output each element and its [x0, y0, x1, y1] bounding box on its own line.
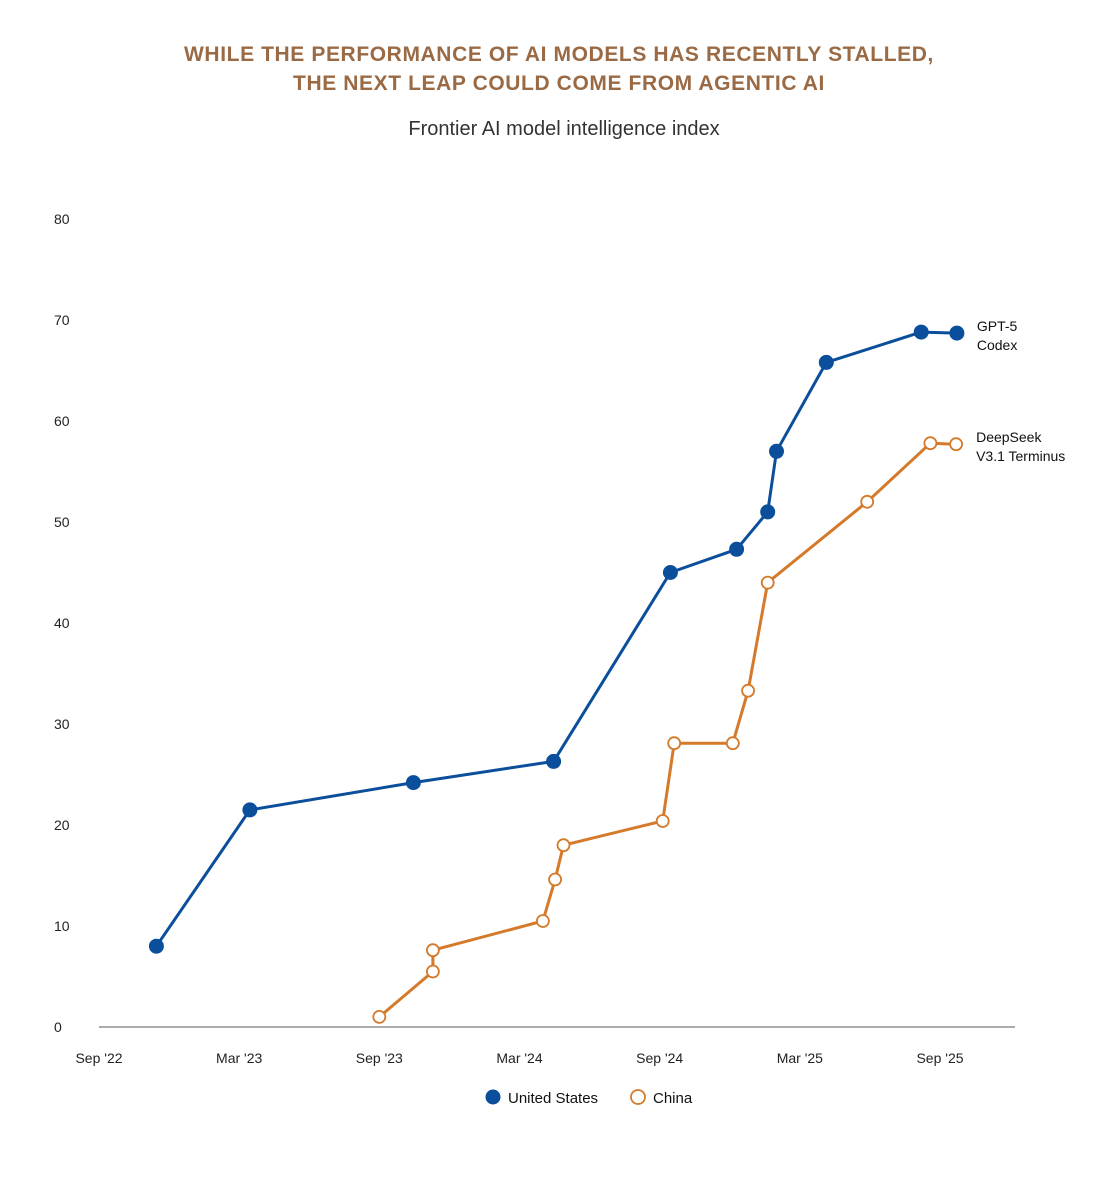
x-tick-label: Mar '23 — [216, 1050, 262, 1066]
y-tick-label: 50 — [54, 514, 70, 530]
end-label-line: Codex — [977, 337, 1017, 353]
chart-title-line-1: WHILE THE PERFORMANCE OF AI MODELS HAS R… — [184, 43, 934, 66]
y-tick-label: 10 — [54, 918, 70, 934]
data-point-china — [372, 1010, 387, 1024]
series-group — [148, 324, 965, 1024]
data-point-china — [536, 914, 550, 928]
data-point-united-states — [729, 541, 745, 557]
end-label-china: DeepSeek V3.1 Terminus — [976, 429, 1065, 464]
hollow-circle-icon — [630, 1089, 646, 1105]
y-tick-label: 70 — [54, 312, 70, 328]
data-point-china — [725, 736, 740, 751]
data-point-china — [760, 575, 775, 590]
data-point-china — [949, 437, 963, 452]
legend-label: United States — [508, 1090, 598, 1107]
data-point-china — [860, 494, 875, 509]
data-point-united-states — [662, 565, 678, 580]
axes: 0 10 20 30 40 50 60 70 80 Sep '22 Mar '23 Sep '23 Ma… — [54, 211, 1015, 1066]
series-united-states — [148, 324, 965, 954]
chart-title-line-2: THE NEXT LEAP COULD COME FROM AGENTIC AI — [293, 72, 825, 95]
x-tick-label: Sep '24 — [636, 1050, 683, 1066]
chart-subtitle: Frontier AI model intelligence index — [408, 118, 720, 140]
data-point-china — [923, 436, 938, 451]
end-label-united-states: GPT-5 Codex — [977, 318, 1018, 353]
data-point-united-states — [242, 802, 258, 818]
data-point-china — [425, 964, 440, 979]
x-tick-label: Sep '23 — [356, 1050, 403, 1066]
x-tick-label: Mar '25 — [777, 1050, 823, 1066]
y-tick-label: 60 — [54, 413, 70, 429]
data-point-united-states — [760, 504, 776, 520]
y-tick-label: 80 — [54, 211, 70, 227]
data-point-china — [655, 814, 670, 828]
x-tick-label: Sep '22 — [75, 1050, 122, 1066]
data-point-united-states — [913, 324, 929, 340]
end-label-line: V3.1 Terminus — [976, 448, 1065, 464]
data-point-united-states — [546, 753, 562, 769]
data-point-united-states — [949, 325, 965, 341]
legend-label: China — [653, 1090, 693, 1107]
data-point-china — [667, 736, 682, 751]
series-line-united-states — [154, 330, 959, 948]
data-point-china — [548, 872, 562, 887]
end-labels: GPT-5 Codex DeepSeek V3.1 Terminus — [976, 318, 1065, 464]
data-point-china — [425, 943, 440, 958]
y-tick-label: 0 — [54, 1019, 62, 1035]
series-line-china — [377, 441, 958, 1019]
chart-title: WHILE THE PERFORMANCE OF AI MODELS HAS R… — [0, 40, 1118, 98]
end-label-line: DeepSeek — [976, 429, 1042, 445]
data-point-united-states — [818, 354, 834, 370]
data-point-united-states — [769, 443, 784, 459]
y-tick-label: 40 — [54, 615, 70, 631]
y-tick-label: 30 — [54, 716, 70, 732]
y-tick-label: 20 — [54, 817, 70, 833]
data-point-china — [556, 838, 571, 853]
filled-circle-icon — [485, 1089, 501, 1105]
end-label-line: GPT-5 — [977, 318, 1018, 334]
x-tick-label: Sep '25 — [916, 1050, 963, 1066]
legend: United States China — [485, 1089, 693, 1107]
data-point-united-states — [405, 775, 421, 791]
x-tick-label: Mar '24 — [496, 1050, 542, 1066]
data-point-china — [741, 683, 755, 698]
series-china — [372, 436, 963, 1024]
data-point-united-states — [148, 938, 164, 954]
